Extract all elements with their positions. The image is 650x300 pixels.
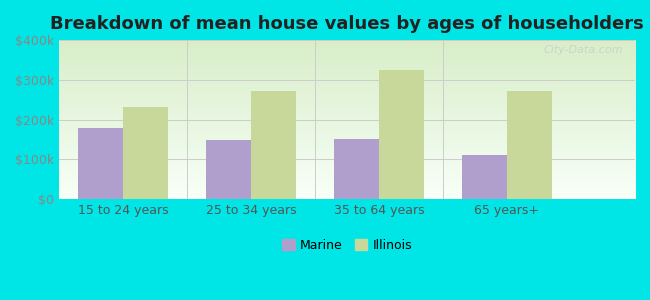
- Bar: [379, 70, 424, 199]
- Legend: Marine, Illinois: Marine, Illinois: [277, 234, 417, 257]
- Text: City-Data.com: City-Data.com: [544, 45, 623, 55]
- Bar: [78, 128, 123, 199]
- Bar: [123, 107, 168, 199]
- Title: Breakdown of mean house values by ages of householders: Breakdown of mean house values by ages o…: [50, 15, 644, 33]
- Bar: [334, 139, 379, 199]
- Bar: [251, 91, 296, 199]
- Bar: [206, 140, 251, 199]
- Bar: [507, 91, 552, 199]
- Bar: [462, 154, 507, 199]
